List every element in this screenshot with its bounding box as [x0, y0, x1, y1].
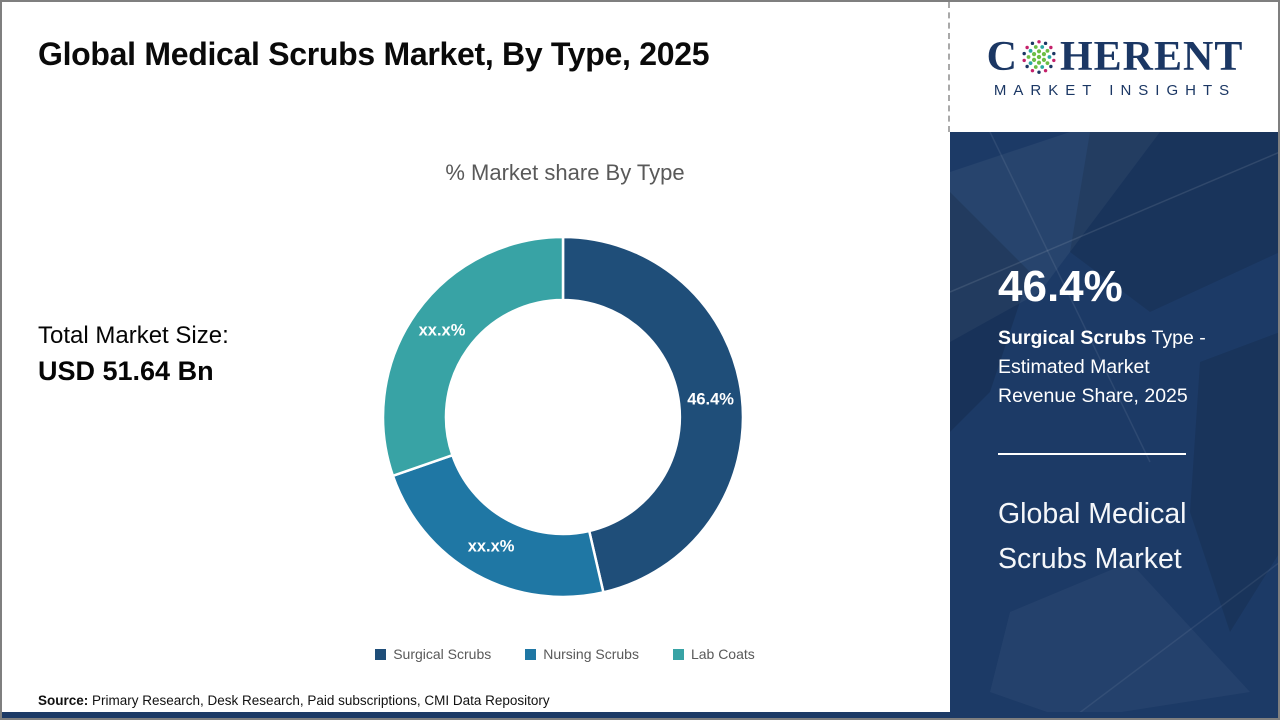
donut-segment-label: xx.x%	[468, 537, 515, 555]
donut-segment-label: xx.x%	[419, 321, 466, 339]
highlight-value: 46.4%	[998, 262, 1123, 311]
donut-segment-lab-coats	[381, 235, 565, 478]
highlight-description-line3: Revenue Share, 2025	[998, 385, 1188, 407]
chart-title: % Market share By Type	[445, 160, 685, 185]
page-title: Global Medical Scrubs Market, By Type, 2…	[38, 36, 710, 72]
legend-item-lab-coats: Lab Coats	[672, 646, 755, 662]
legend-item-nursing-scrubs: Nursing Scrubs	[525, 646, 639, 662]
sidebar-market-name-line1: Global Medical	[998, 498, 1187, 530]
highlight-description-line2: Estimated Market	[998, 356, 1150, 378]
donut-chart-container: 46.4% xx.x% xx.x%	[379, 233, 747, 601]
source-line: Source: Primary Research, Desk Research,…	[38, 693, 550, 708]
donut-segment-nursing-scrubs	[391, 453, 605, 599]
donut-segment-label: 46.4%	[687, 391, 734, 409]
legend-item-surgical-scrubs: Surgical Scrubs	[375, 646, 491, 662]
legend-marker	[525, 648, 537, 660]
legend-label: Lab Coats	[690, 646, 755, 662]
chart-legend: Surgical Scrubs Nursing Scrubs Lab Coats	[165, 646, 965, 662]
legend-marker	[375, 648, 387, 660]
highlight-description-line1: Type -	[1146, 327, 1206, 349]
world-map-texture	[950, 132, 1278, 718]
source-label: Source:	[38, 693, 89, 708]
highlight-description-bold: Surgical Scrubs	[998, 327, 1147, 349]
donut-segment-surgical-scrubs	[561, 235, 745, 594]
total-market-size-value: USD 51.64 Bn	[38, 356, 214, 386]
total-market-size-block: Total Market Size: USD 51.64 Bn	[38, 322, 229, 387]
logo-subtitle: MARKET INSIGHTS	[993, 81, 1237, 99]
logo-letter-c: C	[986, 33, 1018, 80]
bottom-accent-bar	[2, 712, 1278, 718]
coherent-logo: C HERENT	[987, 36, 1244, 78]
legend-marker	[672, 648, 684, 660]
logo-area: C HERENT MARKET INSIGHTS	[948, 2, 1278, 132]
logo-wordmark: HERENT	[1059, 33, 1244, 80]
highlight-description: Surgical Scrubs Type - Estimated Market …	[998, 324, 1216, 411]
sidebar: C HERENT MARKET INSIGHTS 46.4% Surgical …	[948, 2, 1278, 718]
sidebar-market-name: Global Medical Scrubs Market	[998, 492, 1248, 582]
total-market-size-label: Total Market Size:	[38, 322, 229, 349]
legend-label: Surgical Scrubs	[393, 646, 492, 662]
sidebar-body: 46.4% Surgical Scrubs Type - Estimated M…	[950, 132, 1278, 718]
globe-dots-icon	[1022, 39, 1056, 74]
source-text: Primary Research, Desk Research, Paid su…	[88, 693, 550, 708]
donut-chart: 46.4% xx.x% xx.x%	[381, 235, 745, 599]
sidebar-divider	[998, 453, 1186, 455]
legend-label: Nursing Scrubs	[543, 646, 639, 662]
sidebar-market-name-line2: Scrubs Market	[998, 543, 1182, 575]
